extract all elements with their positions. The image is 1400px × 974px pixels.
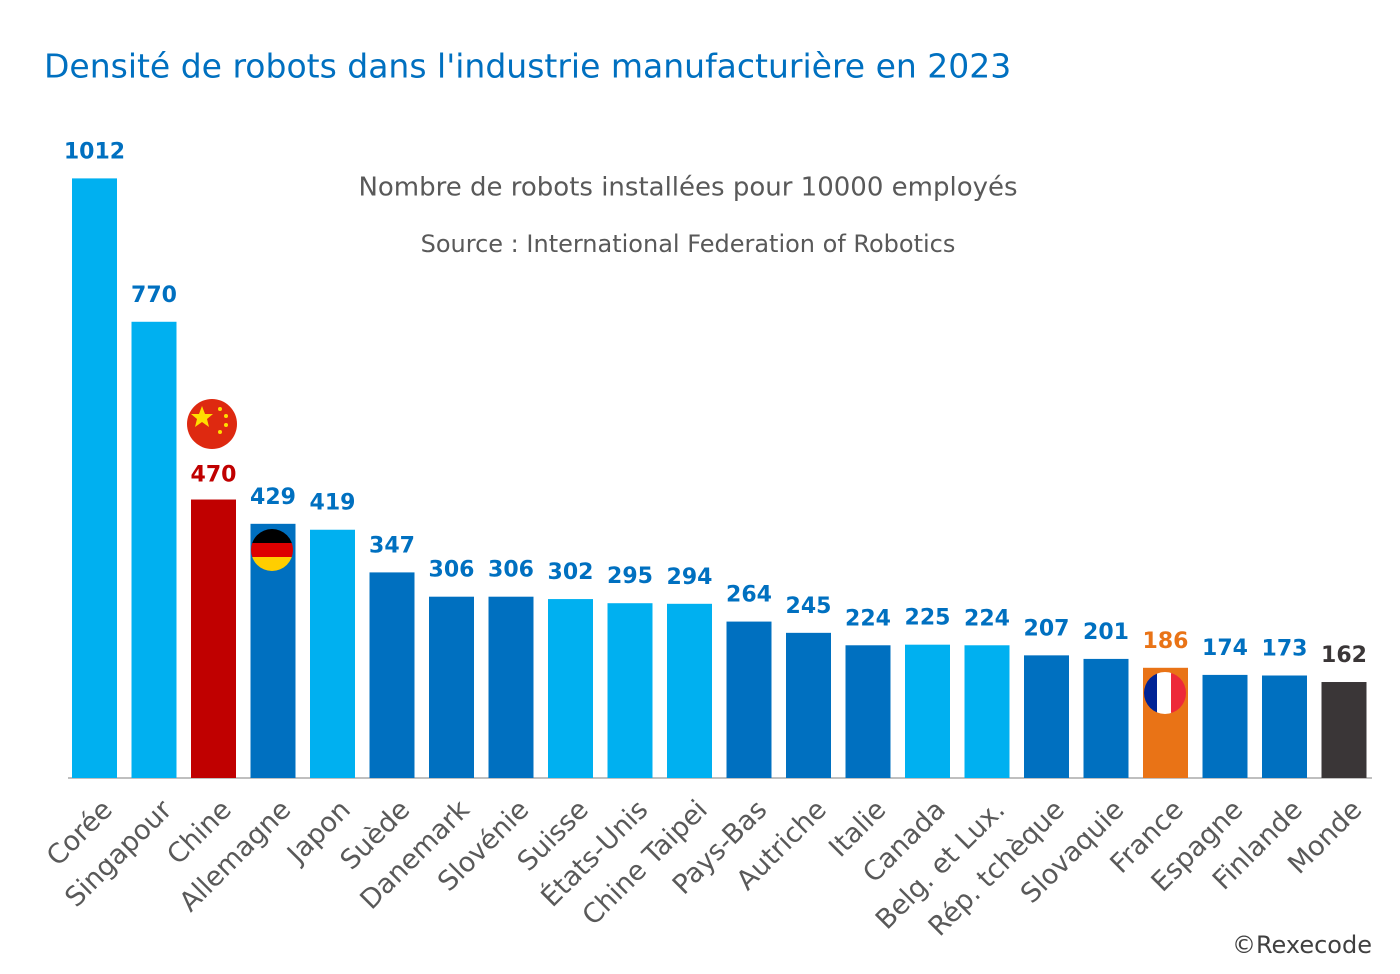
value-label: 306 — [429, 558, 475, 583]
value-label: 295 — [607, 564, 653, 589]
value-label: 1012 — [64, 139, 125, 164]
value-label: 306 — [488, 558, 534, 583]
value-label: 245 — [786, 594, 832, 619]
value-label: 225 — [905, 606, 951, 631]
value-label: 186 — [1143, 629, 1189, 654]
bar — [964, 645, 1010, 778]
value-label: 173 — [1262, 636, 1308, 661]
bar — [429, 596, 474, 778]
bar — [1083, 658, 1129, 778]
value-label: 264 — [726, 583, 772, 608]
bar — [726, 621, 772, 778]
bar — [548, 599, 593, 778]
bar — [191, 499, 236, 778]
value-label: 162 — [1321, 643, 1367, 668]
bar — [1202, 674, 1248, 778]
flag-france — [1144, 672, 1186, 714]
value-label: 419 — [310, 491, 356, 516]
bar — [607, 603, 653, 778]
value-label: 470 — [191, 463, 237, 488]
chart-title: Densité de robots dans l'industrie manuf… — [44, 47, 1011, 86]
value-label: 347 — [369, 533, 415, 558]
flag-germany — [251, 529, 293, 571]
bar — [72, 178, 117, 778]
value-label: 224 — [845, 606, 891, 631]
value-label: 302 — [548, 560, 594, 585]
value-label: 224 — [964, 606, 1010, 631]
bar — [488, 596, 534, 778]
value-label: 207 — [1024, 616, 1070, 641]
value-label: 174 — [1202, 636, 1248, 661]
bar — [905, 644, 950, 778]
value-label: 770 — [131, 283, 177, 308]
bar — [1262, 675, 1307, 778]
bar — [786, 632, 831, 778]
chart-source: Source : International Federation of Rob… — [421, 230, 956, 258]
credit: ©Rexecode — [1232, 931, 1372, 959]
value-label: 294 — [667, 565, 713, 590]
value-label: 429 — [250, 485, 296, 510]
bar — [1024, 655, 1069, 778]
bar — [310, 529, 355, 778]
flag-china — [187, 399, 237, 449]
bar — [131, 321, 177, 778]
bar — [1321, 682, 1367, 778]
bar — [667, 603, 712, 778]
chart-subtitle: Nombre de robots installées pour 10000 e… — [358, 173, 1017, 203]
value-label: 201 — [1083, 620, 1129, 645]
bar — [845, 645, 891, 778]
bar — [369, 572, 415, 778]
